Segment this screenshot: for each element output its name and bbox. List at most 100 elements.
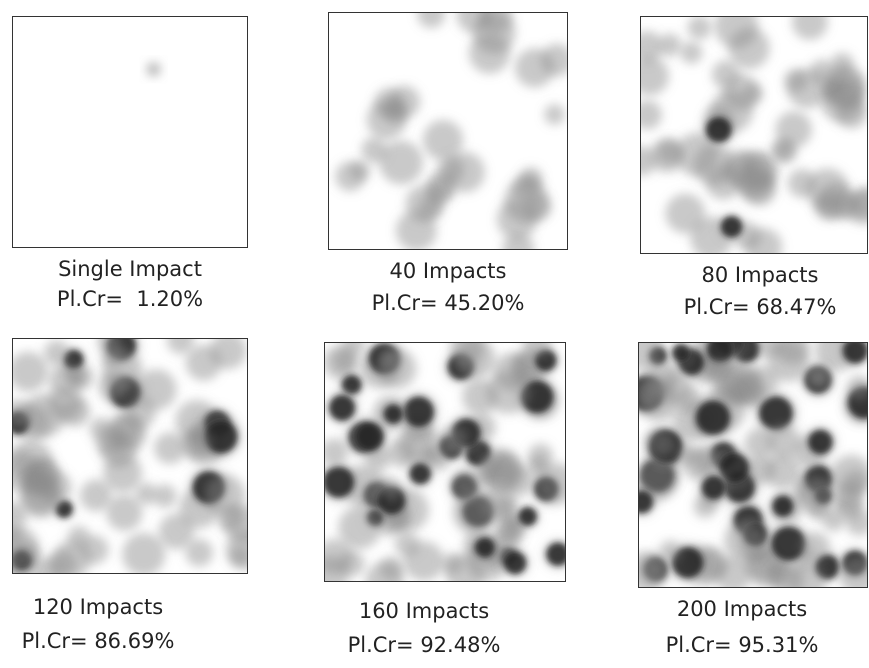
impact-dark [721, 216, 742, 237]
impact [99, 372, 128, 401]
impact [630, 57, 669, 96]
impact [96, 427, 126, 457]
impact [48, 386, 83, 421]
impact [181, 428, 212, 459]
impact [688, 16, 712, 40]
impact [122, 533, 165, 576]
impact [361, 137, 387, 163]
impact [660, 540, 681, 561]
impact [792, 4, 828, 40]
impact [757, 333, 781, 357]
impact [147, 62, 161, 76]
impact [106, 495, 142, 531]
coverage-label: Pl.Cr= 95.31% [666, 633, 819, 657]
impact [44, 340, 69, 365]
panel: 40 Impacts Pl.Cr= 45.20% [328, 0, 573, 315]
impact [504, 466, 534, 496]
impact [388, 438, 417, 467]
coverage-label: Pl.Cr= 45.20% [372, 291, 525, 315]
page: {"panels": [ {"label": "Single Impact", … [0, 0, 869, 664]
coverage-label: Pl.Cr= 68.47% [684, 295, 837, 319]
impact [54, 540, 91, 577]
impact-dark [696, 401, 730, 435]
impact [456, 339, 495, 378]
impact [502, 233, 534, 265]
impact [515, 48, 554, 87]
impact [544, 104, 565, 125]
figure: Single ImpactPl.Cr= 1.20%40 ImpactsPl.Cr… [0, 0, 869, 664]
impact [649, 431, 676, 458]
impact [503, 520, 524, 541]
impact-texture [147, 62, 161, 76]
impact [743, 84, 763, 104]
impact-dark [672, 344, 689, 361]
panel: 120 Impacts Pl.Cr= 86.69% [0, 327, 266, 653]
coverage-label: Pl.Cr= 1.20% [57, 287, 203, 311]
impact [677, 444, 698, 465]
impact [8, 352, 48, 392]
impact [136, 369, 177, 410]
panel-background [12, 16, 248, 248]
panel-label: 160 Impacts [359, 599, 489, 623]
impact [380, 349, 401, 370]
impact [417, 0, 445, 28]
impact [446, 554, 485, 593]
impact [444, 152, 485, 193]
impact [736, 164, 773, 201]
impact [453, 491, 496, 534]
impact [350, 161, 370, 181]
impact [186, 345, 222, 381]
impact [70, 365, 94, 389]
impact [665, 194, 705, 234]
impact-dark [771, 527, 805, 561]
impact [135, 483, 157, 505]
impact [438, 427, 466, 455]
impact-dark [342, 375, 361, 394]
impact-dark [630, 490, 653, 513]
panel: 160 ImpactsPl.Cr= 92.48% [312, 331, 577, 657]
impact [473, 11, 515, 53]
panel-label: 200 Impacts [677, 597, 807, 621]
impact [767, 424, 801, 458]
impact [419, 444, 440, 465]
impact [406, 185, 442, 221]
impact [724, 521, 765, 562]
impact [154, 432, 186, 464]
impact [504, 179, 548, 223]
impact [185, 539, 213, 567]
impact [523, 331, 551, 359]
impact-dark [546, 543, 569, 566]
impact-dark [329, 395, 355, 421]
impact [494, 496, 514, 516]
impact [788, 563, 826, 601]
impact-dark [706, 117, 731, 142]
impact [650, 139, 683, 172]
impact-dark [773, 496, 794, 517]
impact [776, 111, 812, 147]
impact [659, 372, 692, 405]
impact [715, 4, 759, 48]
impact-dark [702, 476, 726, 500]
impact [836, 97, 867, 128]
impact-dark [355, 422, 383, 450]
panel-label: 120 Impacts [33, 595, 163, 619]
impact-dark [475, 538, 495, 558]
impact-dark [518, 507, 537, 526]
impact [810, 59, 835, 84]
impact [535, 463, 577, 505]
impact-dark [707, 336, 733, 362]
impact [379, 477, 401, 499]
impact [22, 474, 61, 513]
impact [747, 366, 778, 397]
impact [4, 400, 32, 428]
impact [784, 69, 807, 92]
impact-dark [843, 338, 868, 363]
impact [625, 552, 666, 593]
impact [712, 60, 740, 88]
impact [823, 509, 845, 531]
impact [317, 539, 353, 575]
impact-dark [323, 467, 354, 498]
panel-label: 40 Impacts [390, 259, 507, 283]
coverage-label: Pl.Cr= 86.69% [22, 629, 175, 653]
